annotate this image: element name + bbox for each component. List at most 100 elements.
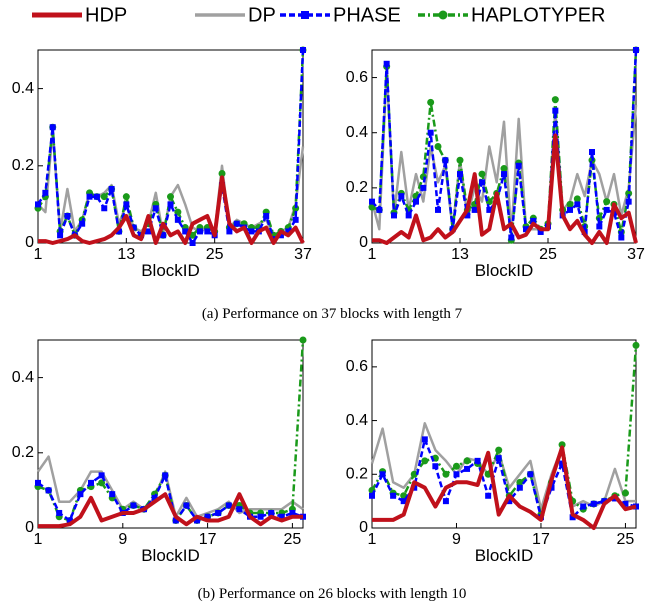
point-marker — [49, 124, 56, 131]
point-marker — [236, 506, 243, 513]
point-marker — [162, 472, 169, 479]
point-marker — [225, 502, 232, 509]
y-tick-label: 0 — [359, 234, 368, 251]
point-marker — [453, 471, 460, 478]
point-marker — [457, 171, 463, 178]
point-marker — [442, 470, 450, 478]
point-marker — [410, 470, 418, 478]
point-marker — [622, 500, 629, 507]
point-marker — [93, 193, 100, 200]
point-marker — [618, 234, 625, 241]
point-marker — [215, 509, 222, 516]
series — [372, 445, 637, 530]
x-tick-label: 17 — [532, 531, 550, 548]
x-tick-label: 25 — [206, 246, 224, 263]
x-axis-label: BlockID — [141, 546, 200, 565]
point-marker — [559, 460, 566, 467]
point-marker — [495, 446, 503, 454]
point-marker — [151, 494, 158, 501]
point-marker — [478, 170, 486, 178]
point-marker — [98, 479, 106, 487]
point-marker — [551, 96, 559, 104]
point-marker — [516, 478, 524, 486]
point-marker — [400, 498, 407, 505]
point-marker — [420, 184, 427, 191]
series — [372, 133, 638, 245]
point-marker — [452, 462, 460, 470]
point-marker — [633, 47, 639, 53]
point-marker — [603, 206, 610, 213]
point-marker — [421, 436, 428, 443]
x-tick-label: 9 — [118, 531, 127, 548]
point-marker — [167, 201, 174, 208]
point-marker — [432, 463, 439, 470]
y-tick-label: 0.2 — [346, 179, 368, 196]
point-marker — [471, 206, 478, 213]
point-marker — [398, 193, 405, 200]
x-tick-label: 37 — [627, 246, 645, 263]
series — [38, 175, 305, 245]
point-marker — [122, 193, 130, 201]
point-marker — [66, 517, 73, 524]
point-marker — [376, 206, 383, 213]
point-marker — [421, 457, 429, 465]
y-tick-label: 0.2 — [346, 466, 368, 483]
point-marker — [479, 179, 485, 186]
point-marker — [590, 500, 597, 507]
point-marker — [596, 223, 603, 230]
point-marker — [263, 212, 270, 219]
point-marker — [160, 232, 167, 239]
point-marker — [167, 193, 174, 201]
point-marker — [442, 157, 449, 164]
y-tick-label: 0.6 — [346, 69, 368, 86]
point-marker — [500, 165, 508, 173]
plot-area — [37, 49, 304, 244]
point-marker — [123, 201, 130, 208]
point-marker — [464, 212, 471, 219]
y-tick-label: 0.4 — [12, 80, 34, 97]
point-marker — [601, 498, 608, 505]
series-line — [372, 133, 638, 245]
point-marker — [56, 509, 63, 516]
point-marker — [379, 471, 386, 478]
point-marker — [383, 60, 390, 67]
point-marker — [218, 170, 226, 178]
point-marker — [589, 149, 595, 156]
x-tick-label: 25 — [284, 531, 302, 548]
point-marker — [108, 185, 115, 192]
x-tick-label: 13 — [451, 246, 469, 263]
x-tick-label: 1 — [368, 531, 377, 548]
caption: (b) Performance on 26 blocks with length… — [198, 586, 467, 602]
point-marker — [515, 162, 522, 169]
x-axis-label: BlockID — [475, 546, 534, 565]
point-marker — [183, 502, 190, 509]
point-marker — [300, 47, 306, 53]
y-tick-label: 0 — [25, 519, 34, 536]
y-tick-label: 0.4 — [346, 124, 368, 141]
point-marker — [552, 107, 559, 114]
x-tick-label: 1 — [34, 531, 43, 548]
plot-area — [371, 339, 637, 529]
x-tick-label: 37 — [294, 246, 312, 263]
point-marker — [495, 455, 502, 462]
series — [38, 492, 303, 529]
point-marker — [196, 228, 203, 235]
point-marker — [506, 498, 513, 505]
point-marker — [501, 171, 507, 178]
point-marker — [442, 498, 449, 505]
point-marker — [77, 491, 84, 498]
point-marker — [109, 491, 116, 498]
y-tick-label: 0.4 — [12, 369, 34, 386]
y-tick-label: 0.2 — [12, 444, 34, 461]
point-marker — [463, 457, 471, 465]
x-tick-label: 9 — [452, 531, 461, 548]
point-marker — [485, 492, 492, 499]
point-marker — [194, 517, 200, 524]
y-tick-label: 0.4 — [346, 412, 368, 429]
point-marker — [369, 492, 375, 499]
point-marker — [523, 226, 529, 233]
point-marker — [632, 341, 640, 349]
point-marker — [621, 489, 629, 497]
point-marker — [390, 492, 397, 499]
point-marker — [98, 472, 105, 479]
